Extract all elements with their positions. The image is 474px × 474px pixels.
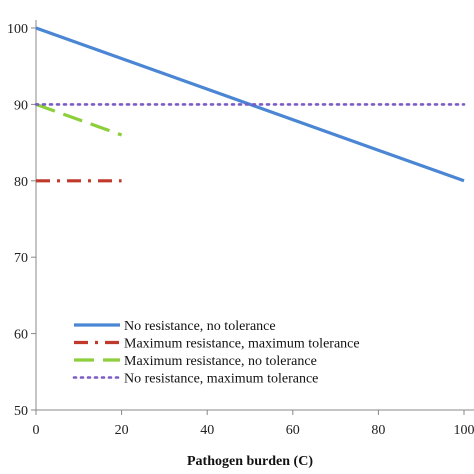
series-line-1 xyxy=(35,26,465,183)
x-axis-title: Pathogen burden (C) xyxy=(187,454,313,469)
y-tick-label: 70 xyxy=(14,251,28,266)
x-tick-label: 0 xyxy=(33,423,40,438)
tick-labels: 50 60 70 80 90 100 0 20 40 60 80 100 xyxy=(7,22,474,438)
y-tick-label: 100 xyxy=(7,22,28,37)
x-tick-label: 60 xyxy=(286,423,300,438)
x-tick-label: 100 xyxy=(454,423,474,438)
y-tick-label: 90 xyxy=(14,98,28,113)
x-tick-label: 20 xyxy=(115,423,129,438)
legend-label: No resistance, no tolerance xyxy=(124,319,276,334)
y-tick-label: 80 xyxy=(14,175,28,190)
legend-label: Maximum resistance, maximum tolerance xyxy=(124,337,360,352)
y-tick-label: 50 xyxy=(14,404,28,419)
legend-label: Maximum resistance, no tolerance xyxy=(124,354,317,369)
legend: No resistance, no tolerance Maximum resis… xyxy=(72,319,360,387)
y-tick-label: 60 xyxy=(14,328,28,343)
series-line-3 xyxy=(35,102,123,137)
axes xyxy=(31,20,474,415)
series-lines xyxy=(34,26,466,183)
x-tick-label: 80 xyxy=(371,423,385,438)
x-tick-label: 40 xyxy=(200,423,214,438)
legend-label: No resistance, maximum tolerance xyxy=(124,372,318,387)
